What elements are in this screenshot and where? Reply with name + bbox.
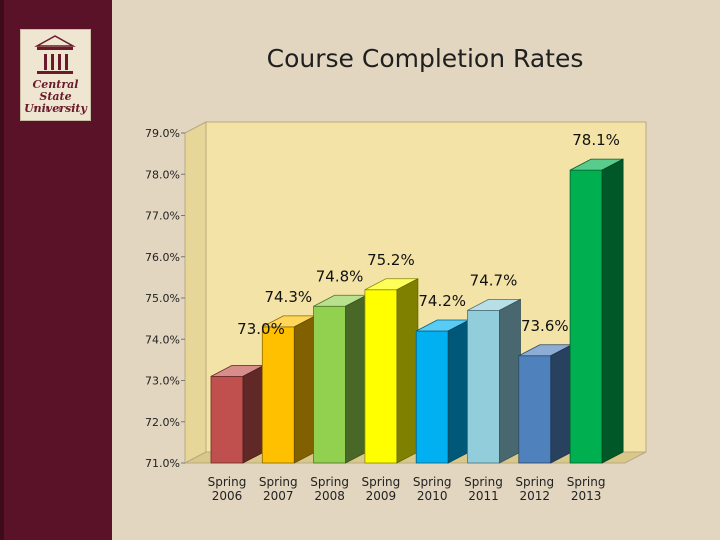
x-tick-label: Spring 2012 [515, 475, 554, 503]
logo-year: 1 8 8 7 [32, 106, 79, 114]
x-tick-label: Spring 2006 [208, 475, 247, 503]
university-logo: Central State University 1 8 8 7 [20, 29, 91, 121]
y-tick-label: 77.0% [145, 210, 180, 223]
y-tick-label: 73.0% [145, 375, 180, 388]
bar [467, 298, 521, 464]
data-label: 74.8% [316, 267, 364, 285]
data-label: 74.2% [418, 292, 466, 310]
bar [313, 294, 368, 464]
y-tick-label: 76.0% [145, 251, 180, 264]
bar-front [569, 169, 603, 464]
data-label: 78.1% [572, 131, 620, 149]
x-tick-label: Spring 2010 [413, 475, 452, 503]
bar-front [415, 330, 449, 464]
bar-front [210, 375, 244, 464]
logo-wordmark: Central State University [21, 79, 90, 115]
chart-title: Course Completion Rates [266, 44, 584, 73]
data-label: 73.6% [521, 317, 569, 335]
left-sidebar: Central State University 1 8 8 7 [0, 0, 112, 540]
bar-side [293, 315, 316, 464]
x-tick-label: Spring 2008 [310, 475, 349, 503]
y-tick-label: 75.0% [145, 292, 180, 305]
bar [415, 319, 470, 464]
building-icon [34, 35, 76, 74]
y-tick-label: 74.0% [145, 333, 180, 346]
bar [210, 364, 265, 464]
annotation-label: 73.0% [237, 320, 285, 338]
bar-front [313, 305, 347, 464]
x-tick-label: Spring 2007 [259, 475, 298, 503]
bar-front [364, 289, 398, 464]
y-tick-label: 72.0% [145, 416, 180, 429]
bar-front [518, 355, 552, 464]
logo-line-2: State [39, 90, 72, 103]
plot-side-wall [184, 121, 207, 464]
bar [261, 315, 316, 464]
data-label: 74.3% [264, 288, 312, 306]
bar [518, 344, 573, 464]
logo-line-3: University [24, 102, 87, 115]
x-tick-label: Spring 2009 [362, 475, 401, 503]
bar-side [447, 319, 470, 464]
x-tick-label: Spring 2013 [567, 475, 606, 503]
y-tick-label: 78.0% [145, 168, 180, 181]
bar [569, 158, 624, 464]
y-tick-label: 71.0% [145, 457, 180, 470]
bar-side [601, 158, 624, 464]
bar-side [242, 364, 265, 464]
data-label: 74.7% [470, 271, 518, 289]
bar-side [345, 294, 368, 464]
sidebar-stripe [0, 0, 4, 540]
data-label: 75.2% [367, 251, 415, 269]
y-tick-label: 79.0% [145, 127, 180, 140]
bar-side [396, 278, 419, 464]
bar-front [467, 309, 500, 464]
bar-side [550, 344, 573, 464]
bar-side [499, 298, 521, 464]
bar-front [261, 326, 295, 464]
x-tick-label: Spring 2011 [464, 475, 503, 503]
bar [364, 278, 419, 464]
logo-line-1: Central [32, 78, 79, 91]
